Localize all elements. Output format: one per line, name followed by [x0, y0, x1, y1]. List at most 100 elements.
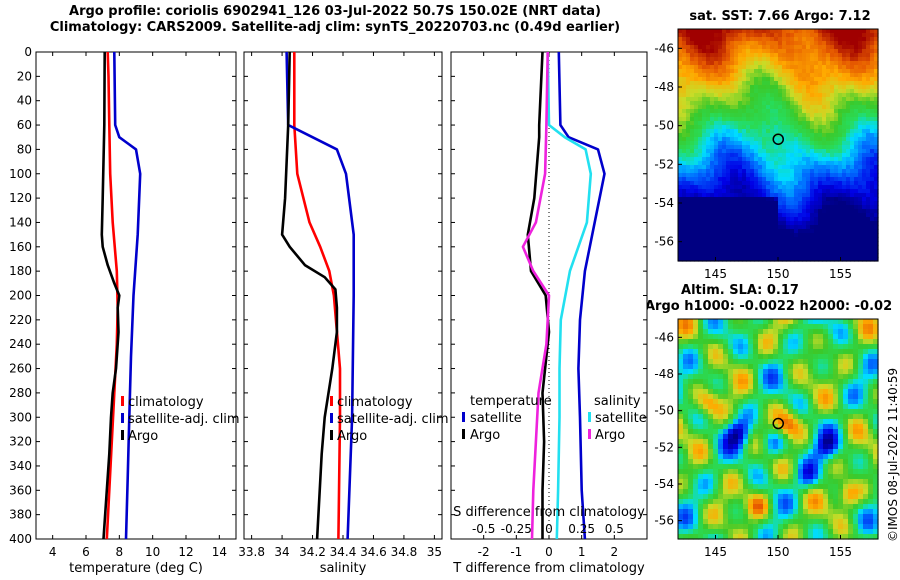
sla-map-cell: [848, 369, 854, 375]
sst-map-cell: [738, 165, 743, 170]
sst-map-cell: [770, 181, 775, 186]
sst-map-cell: [806, 225, 811, 230]
sst-map-cell: [858, 197, 863, 202]
sst-map-cell: [802, 105, 807, 110]
sst-map-cell: [854, 245, 859, 250]
sst-map-cell: [786, 213, 791, 218]
sst-map-cell: [690, 145, 695, 150]
sla-map-cell: [773, 484, 779, 490]
sla-map-cell: [678, 329, 684, 335]
sst-map-cell: [778, 237, 783, 242]
sst-map-cell: [706, 173, 711, 178]
sst-map-cell: [866, 201, 871, 206]
sst-map-cell: [690, 205, 695, 210]
sst-map-cell: [778, 105, 783, 110]
sst-map-cell: [874, 53, 879, 58]
sla-map-cell: [743, 374, 749, 380]
sla-map-cell: [748, 394, 754, 400]
sst-map-cell: [730, 117, 735, 122]
sla-map-cell: [748, 524, 754, 530]
sla-map-cell: [828, 379, 834, 385]
sla-map-cell: [723, 514, 729, 520]
sst-map-cell: [722, 189, 727, 194]
sst-map-cell: [850, 217, 855, 222]
sla-map-cell: [858, 519, 864, 525]
sla-map-cell: [683, 469, 689, 475]
sla-map-cell: [718, 429, 724, 435]
sst-map-cell: [698, 97, 703, 102]
sla-map-cell: [763, 494, 769, 500]
sst-map-cell: [702, 161, 707, 166]
sst-map-cell: [738, 221, 743, 226]
sst-map-cell: [790, 209, 795, 214]
sla-map-cell: [728, 349, 734, 355]
sst-map-cell: [774, 113, 779, 118]
sst-map-cell: [830, 53, 835, 58]
sst-map-cell: [754, 133, 759, 138]
sst-map-cell: [814, 149, 819, 154]
sst-map-cell: [822, 225, 827, 230]
sla-map-cell: [703, 439, 709, 445]
sst-map-cell: [710, 57, 715, 62]
sst-map-cell: [874, 69, 879, 74]
sst-map-cell: [766, 237, 771, 242]
sla-map-cell: [813, 369, 819, 375]
sst-map-cell: [722, 141, 727, 146]
sst-map-cell: [854, 149, 859, 154]
sla-map-cell: [768, 524, 774, 530]
sla-map-cell: [768, 459, 774, 465]
sst-map-cell: [846, 77, 851, 82]
sst-map-cell: [770, 81, 775, 86]
sla-map-cell: [788, 354, 794, 360]
sst-map-cell: [734, 57, 739, 62]
sst-map-cell: [782, 133, 787, 138]
sst-map-cell: [770, 217, 775, 222]
sla-map-cell: [838, 484, 844, 490]
sla-map-cell: [873, 524, 879, 530]
sst-map-cell: [678, 197, 683, 202]
sst-map-cell: [858, 253, 863, 258]
sst-map-cell: [774, 193, 779, 198]
sst-map-cell: [806, 161, 811, 166]
sst-map-cell: [694, 85, 699, 90]
sst-map-cell: [694, 125, 699, 130]
sst-map-cell: [770, 41, 775, 46]
sla-map-cell: [868, 519, 874, 525]
sst-map-cell: [826, 193, 831, 198]
sst-map-cell: [822, 145, 827, 150]
sst-map-cell: [814, 193, 819, 198]
sst-map-cell: [682, 225, 687, 230]
sst-map-cell: [794, 129, 799, 134]
sla-map-cell: [813, 509, 819, 515]
sla-map-cell: [778, 384, 784, 390]
sst-map-cell: [686, 129, 691, 134]
sst-map-cell: [738, 141, 743, 146]
sla-map-cell: [848, 399, 854, 405]
sla-map-cell: [823, 519, 829, 525]
sla-map-cell: [828, 399, 834, 405]
sla-map-cell: [703, 344, 709, 350]
sst-map-cell: [822, 205, 827, 210]
sla-map-cell: [783, 429, 789, 435]
sst-map-cell: [794, 213, 799, 218]
sst-map-cell: [694, 105, 699, 110]
sst-map-cell: [794, 81, 799, 86]
sla-map-cell: [743, 339, 749, 345]
sst-map-cell: [722, 137, 727, 142]
sst-map-cell: [750, 29, 755, 34]
sla-map-cell: [733, 369, 739, 375]
sst-map-cell: [774, 153, 779, 158]
sla-map-cell: [773, 389, 779, 395]
sla-map-cell: [828, 459, 834, 465]
sst-map-cell: [870, 77, 875, 82]
sst-map-cell: [762, 37, 767, 42]
sla-map-cell: [803, 404, 809, 410]
sst-map-cell: [846, 161, 851, 166]
sla-map-cell: [788, 404, 794, 410]
sst-map-cell: [694, 97, 699, 102]
sst-map-cell: [754, 77, 759, 82]
sla-map-cell: [808, 489, 814, 495]
sst-map-cell: [866, 97, 871, 102]
sst-map-cell: [826, 129, 831, 134]
sst-map-cell: [686, 213, 691, 218]
